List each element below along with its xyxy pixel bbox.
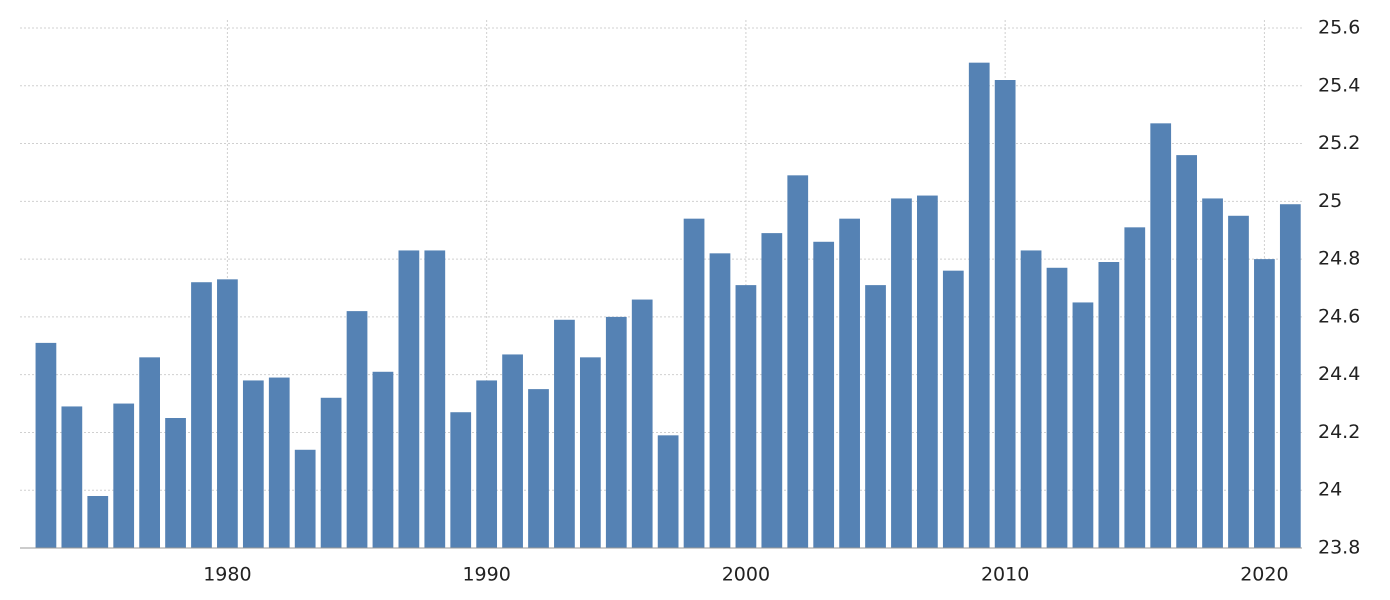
bar [787,175,809,549]
bar [605,316,627,548]
bar [917,195,938,549]
bar [1072,302,1094,548]
bar [1150,123,1172,548]
bar [1046,267,1068,548]
bar [1254,259,1275,548]
bar [1020,250,1042,548]
bar [761,233,783,548]
y-tick-label: 25.4 [1318,74,1360,96]
bar [735,285,757,548]
bar [579,357,601,548]
bar [35,342,57,548]
bar [87,496,109,548]
y-tick-label: 25.6 [1318,17,1360,39]
bar [554,319,575,548]
bar [424,250,446,548]
bar [113,403,135,548]
bar [268,377,290,548]
bar [1279,204,1301,548]
x-tick-label: 1990 [462,564,510,586]
y-tick-label: 25 [1318,190,1342,212]
bar [217,279,238,548]
bar [165,418,186,548]
bar [1176,155,1198,548]
bar [346,311,368,548]
y-tick-label: 24.4 [1318,363,1360,385]
bar [631,299,653,548]
bar [476,380,498,548]
bar [968,62,990,549]
bar [657,435,679,548]
bar [891,198,912,548]
y-tick-label: 25.2 [1318,132,1360,154]
bar [294,449,316,548]
y-tick-label: 23.8 [1318,537,1360,559]
bar [1202,198,1223,548]
bar [139,357,160,548]
bar [242,380,264,548]
bar [191,282,212,548]
y-tick-label: 24.8 [1318,248,1360,270]
bar [398,250,420,548]
y-tick-label: 24 [1318,479,1342,501]
y-tick-label: 24.2 [1318,421,1360,443]
bar [865,285,886,548]
bar [1098,262,1120,548]
bar [839,218,860,548]
bar [450,412,472,548]
y-tick-label: 24.6 [1318,305,1360,327]
bar [1228,215,1249,548]
x-tick-label: 2020 [1240,564,1288,586]
bar [813,241,835,548]
bar [709,253,731,549]
bar [372,371,394,548]
bar [320,397,342,548]
bar [1124,227,1146,549]
bar [683,218,705,548]
bar [994,80,1016,548]
bar [502,354,523,548]
bar [61,406,83,548]
bar [528,389,549,548]
bar [942,270,964,548]
x-tick-label: 2010 [981,564,1029,586]
x-tick-label: 1980 [203,564,251,586]
x-tick-label: 2000 [722,564,770,586]
